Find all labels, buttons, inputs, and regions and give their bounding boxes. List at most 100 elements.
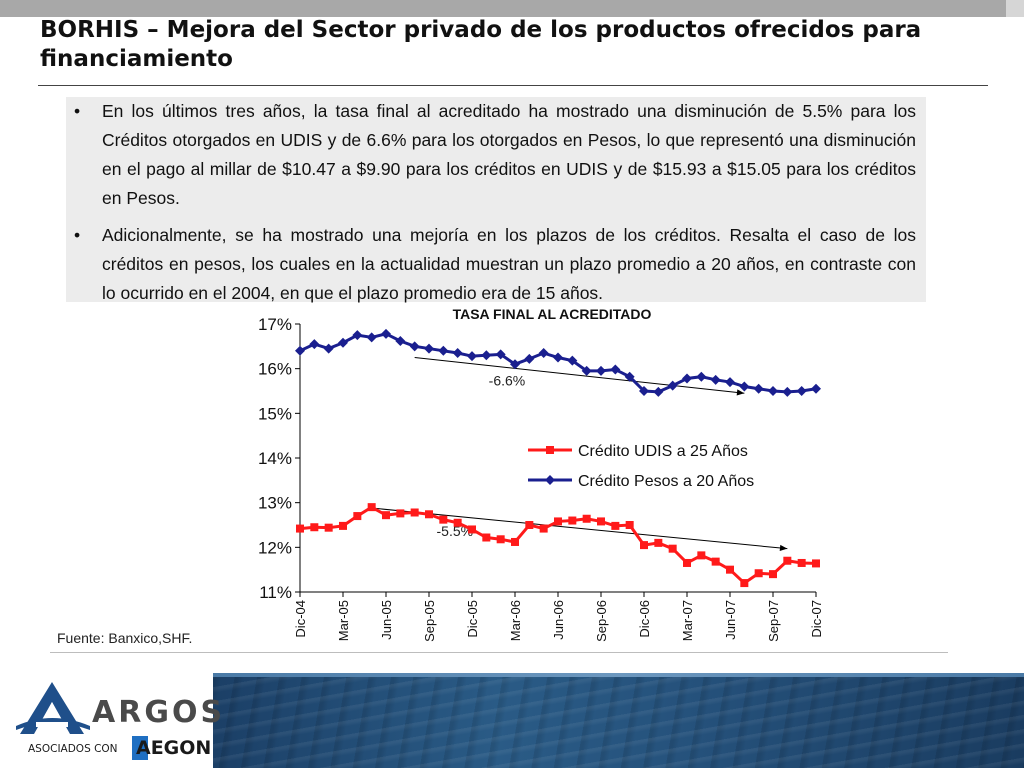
data-point-pesos (538, 348, 549, 359)
data-point-udis (683, 558, 691, 567)
legend-swatch-marker (545, 475, 555, 485)
data-point-udis (654, 538, 663, 547)
data-point-pesos (381, 328, 391, 339)
chart-frame-bottom (50, 652, 948, 653)
x-tick-label: Sep-05 (422, 600, 437, 642)
data-point-pesos (667, 380, 678, 391)
data-point-udis (382, 511, 390, 520)
x-tick-label: Dic-05 (465, 600, 480, 638)
legend-swatch-marker (546, 446, 554, 454)
data-point-udis (353, 512, 362, 521)
data-point-pesos (553, 352, 563, 363)
data-point-pesos (768, 386, 778, 396)
data-point-pesos (338, 337, 348, 348)
data-point-pesos (753, 383, 764, 394)
y-tick-label: 12% (258, 538, 292, 557)
data-point-udis (296, 524, 304, 533)
data-point-udis (611, 521, 620, 530)
y-tick-label: 11% (259, 583, 292, 602)
data-point-udis (496, 535, 505, 544)
data-point-pesos (796, 386, 807, 396)
text-box: • En los últimos tres años, la tasa fina… (66, 97, 926, 303)
data-point-pesos (739, 381, 750, 392)
data-point-pesos (481, 350, 492, 361)
x-tick-label: Sep-07 (766, 600, 781, 642)
data-point-pesos (352, 330, 363, 341)
data-point-udis (425, 510, 433, 519)
bullet-dot: • (74, 101, 81, 121)
trend-label: -6.6% (489, 373, 526, 389)
data-point-udis (582, 514, 591, 523)
data-point-udis (711, 557, 720, 566)
data-point-pesos (438, 345, 449, 356)
data-point-udis (539, 524, 548, 533)
chart-legend: Crédito UDIS a 25 Años Crédito Pesos a 20… (528, 443, 754, 490)
x-tick-label: Dic-06 (637, 600, 652, 638)
data-point-udis (754, 569, 763, 578)
data-point-udis (812, 559, 820, 568)
top-bar-notch (1006, 0, 1024, 17)
data-point-udis (453, 518, 462, 527)
data-point-pesos (653, 386, 664, 397)
data-point-pesos (596, 365, 606, 376)
data-point-udis (468, 525, 476, 534)
data-point-udis (797, 558, 806, 567)
bullet-list: • En los últimos tres años, la tasa fina… (66, 97, 926, 308)
y-tick-label: 14% (258, 449, 292, 468)
data-point-pesos (639, 386, 649, 396)
trend-arrows: -6.6%-5.5% (371, 357, 788, 552)
y-tick-label: 15% (258, 404, 292, 423)
data-point-udis (339, 521, 347, 530)
series-layer (295, 328, 821, 588)
data-point-udis (726, 565, 734, 574)
data-point-pesos (782, 386, 793, 397)
footer-water-banner (213, 673, 1024, 768)
x-tick-label: Mar-07 (680, 600, 695, 641)
legend-label: Crédito UDIS a 25 Años (578, 443, 748, 460)
data-point-udis (554, 517, 562, 526)
data-point-pesos (309, 339, 320, 350)
data-point-udis (525, 521, 534, 529)
top-bar (0, 0, 1024, 17)
data-point-udis (783, 556, 792, 565)
series-line-pesos (299, 332, 817, 394)
data-point-pesos (467, 351, 477, 362)
data-point-udis (740, 579, 749, 588)
slide-title: BORHIS – Mejora del Sector privado de lo… (40, 17, 922, 72)
bullet-item: • En los últimos tres años, la tasa fina… (66, 97, 926, 213)
data-point-pesos (682, 373, 692, 384)
legend-label: Crédito Pesos a 20 Años (578, 473, 754, 490)
data-point-udis (324, 523, 333, 532)
data-point-udis (769, 570, 777, 579)
partner-name: AEGON (136, 737, 212, 759)
bullet-text: En los últimos tres años, la tasa final … (102, 101, 916, 208)
x-tick-label: Dic-07 (809, 600, 824, 638)
x-tick-label: Dic-04 (293, 600, 308, 638)
chart-title: TASA FINAL AL ACREDITADO (453, 306, 652, 322)
x-tick-label: Jun-06 (551, 600, 566, 640)
data-point-pesos (424, 343, 434, 354)
data-point-udis (625, 521, 634, 529)
data-point-pesos (710, 374, 721, 385)
y-tick-label: 16% (258, 360, 292, 379)
source-note: Fuente: Banxico,SHF. (57, 630, 193, 646)
data-point-udis (511, 537, 519, 546)
data-point-pesos (696, 371, 707, 382)
data-point-udis (697, 551, 706, 560)
data-point-udis (439, 515, 448, 524)
y-tick-label: 13% (258, 494, 292, 513)
data-point-pesos (395, 335, 406, 346)
brand-name: ARGOS (92, 695, 226, 730)
x-tick-label: Mar-06 (508, 600, 523, 641)
argos-a-logo-icon (16, 682, 90, 734)
y-tick-label: 17% (258, 315, 292, 334)
data-point-pesos (725, 377, 735, 388)
rate-chart: TASA FINAL AL ACREDITADO 11% 12% 13% 14% 15%… (258, 306, 824, 642)
data-point-pesos (510, 359, 520, 370)
x-tick-label: Sep-06 (594, 600, 609, 642)
trend-arrowhead (736, 389, 745, 396)
data-point-pesos (624, 371, 635, 382)
data-point-udis (367, 503, 376, 512)
chart-area: TASA FINAL AL ACREDITADO 11% 12% 13% 14% 15%… (50, 302, 950, 654)
title-rule (38, 85, 988, 86)
